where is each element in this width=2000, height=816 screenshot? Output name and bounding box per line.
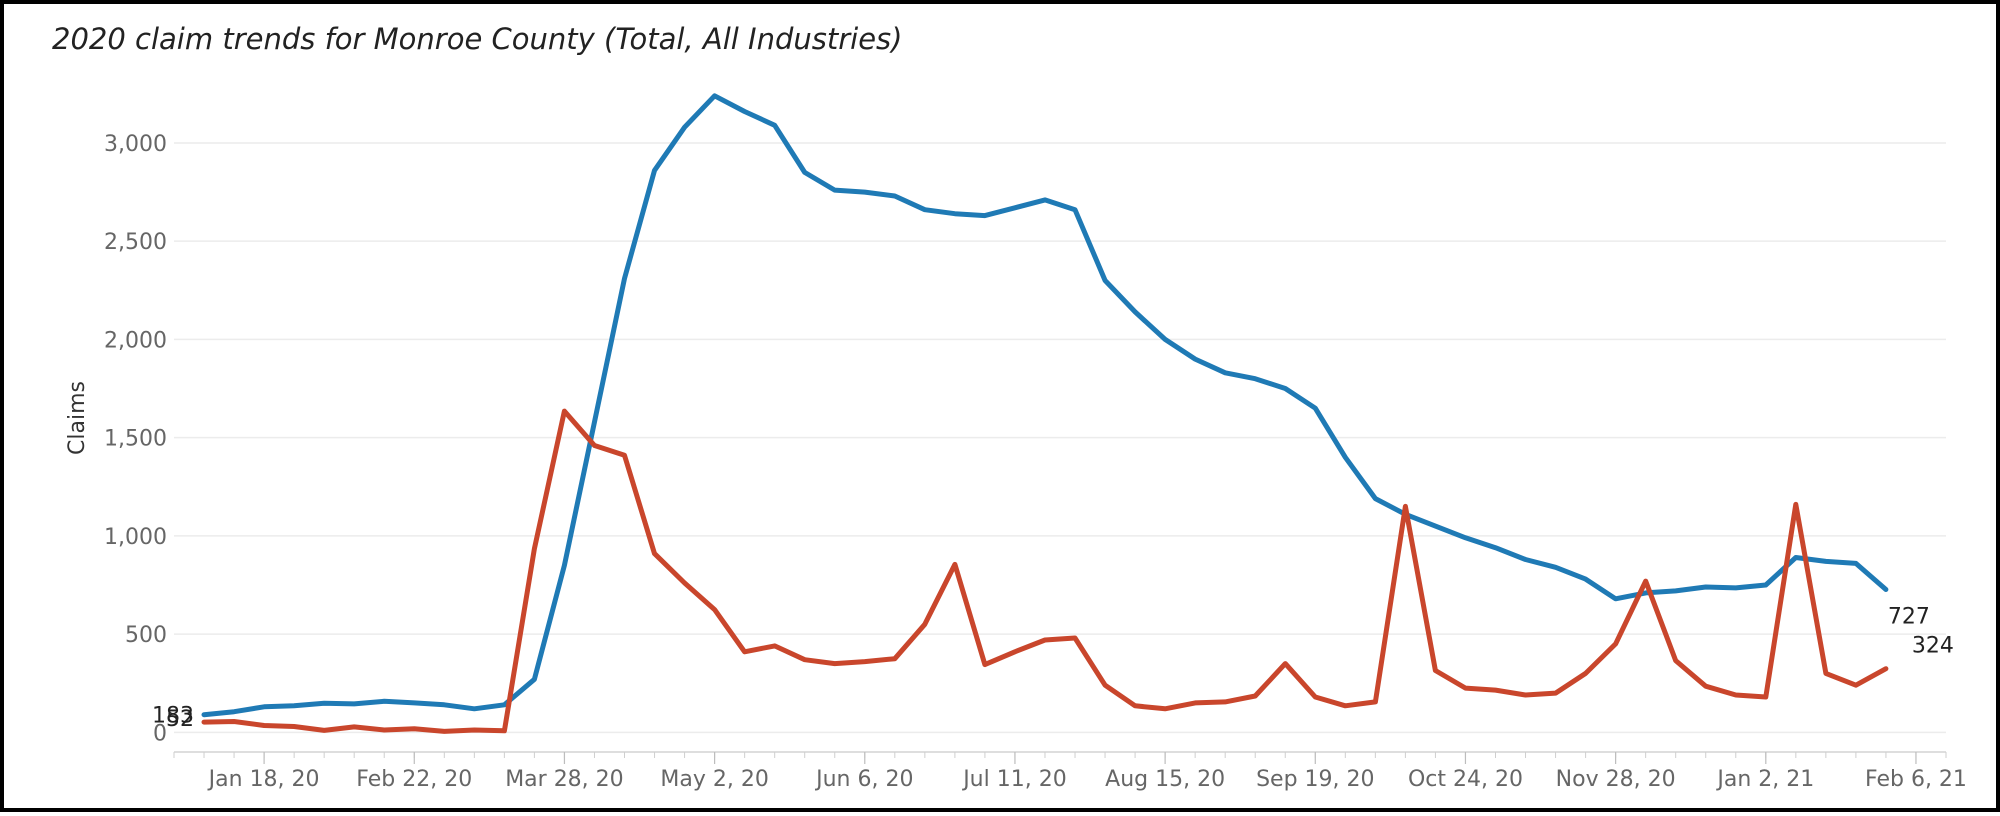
y-tick-label: 2,500 (104, 230, 167, 255)
x-tick-label: May 2, 20 (660, 767, 768, 792)
axes: 0 500 1,000 1,500 2,000 2,500 3,000 Jan 18, 20 F… (104, 132, 1967, 792)
x-tick-label: Aug 15, 20 (1105, 767, 1225, 792)
line-chart: 0 500 1,000 1,500 2,000 2,500 3,000 Jan 18, 20 F… (65, 93, 1967, 792)
y-tick-label: 3,000 (104, 132, 167, 157)
last-value-label-1: 727 (1888, 605, 1930, 630)
x-tick-label: Jan 2, 21 (1715, 767, 1814, 792)
gridlines (174, 142, 1946, 734)
series-line-2 (201, 408, 1889, 734)
chart-title: 2020 claim trends for Monroe County (Tot… (52, 22, 903, 56)
series-line-1 (201, 93, 1889, 718)
x-tick-label: Nov 28, 20 (1556, 767, 1676, 792)
x-tick-label: Oct 24, 20 (1408, 767, 1523, 792)
series-lines (201, 93, 1889, 734)
y-tick-label: 0 (153, 721, 167, 746)
y-tick-label: 500 (125, 623, 167, 648)
x-tick-label: Sep 19, 20 (1256, 767, 1374, 792)
y-axis-title: Claims (65, 381, 90, 455)
first-value-label-2: 52 (166, 707, 194, 732)
x-tick-label: Mar 28, 20 (505, 767, 623, 792)
last-value-label-2: 324 (1912, 634, 1954, 659)
x-tick-label: Jul 11, 20 (961, 767, 1067, 792)
x-tick-label: Jun 6, 20 (814, 767, 913, 792)
x-tick-label: Jan 18, 20 (207, 767, 320, 792)
x-tick-label: Feb 6, 21 (1865, 767, 1967, 792)
y-tick-label: 2,000 (104, 328, 167, 353)
x-tick-label: Feb 22, 20 (356, 767, 472, 792)
y-tick-label: 1,500 (104, 427, 167, 452)
first-value-label-1: 183 (152, 704, 194, 729)
y-tick-label: 1,000 (104, 525, 167, 550)
